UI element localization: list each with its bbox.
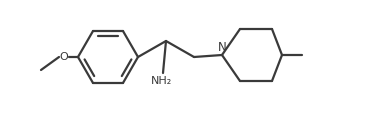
- Text: O: O: [59, 52, 68, 62]
- Text: NH₂: NH₂: [150, 76, 172, 86]
- Text: N: N: [218, 41, 227, 54]
